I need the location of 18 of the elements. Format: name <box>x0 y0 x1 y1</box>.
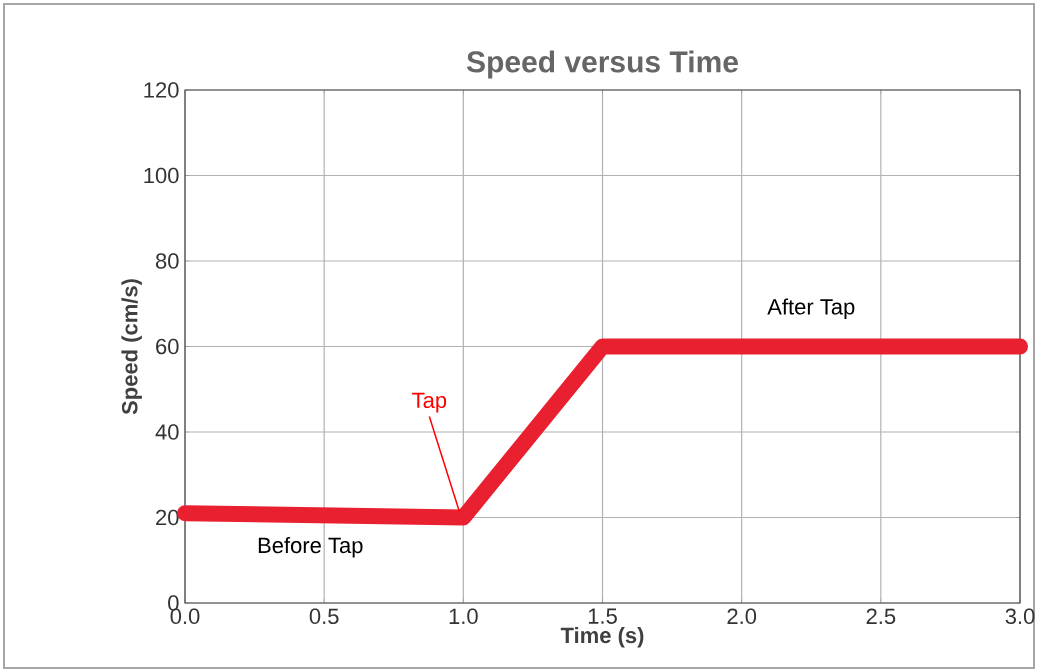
y-tick-label: 100 <box>144 167 179 184</box>
annotation: Tap <box>412 392 447 413</box>
x-tick-label: 1.0 <box>449 608 478 625</box>
x-tick-label: 0.5 <box>309 608 339 625</box>
x-tick-label: 2.0 <box>727 608 757 625</box>
annotation: Before Tap <box>258 537 363 558</box>
x-tick-label: 3.0 <box>1005 608 1035 625</box>
y-tick-label: 40 <box>155 424 179 440</box>
x-axis-title: Time (s) <box>560 626 644 648</box>
y-tick-label: 60 <box>156 338 179 355</box>
y-tick-label: 80 <box>155 253 179 269</box>
annotation: After Tap <box>767 298 855 319</box>
y-tick-label: 120 <box>144 82 179 98</box>
y-axis-title: Speed (cm/s) <box>121 279 142 415</box>
y-tick-label: 20 <box>156 509 179 526</box>
chart-title: Speed versus Time <box>466 50 738 79</box>
x-tick-label: 1.5 <box>588 608 617 624</box>
x-tick-label: 2.5 <box>866 608 896 625</box>
